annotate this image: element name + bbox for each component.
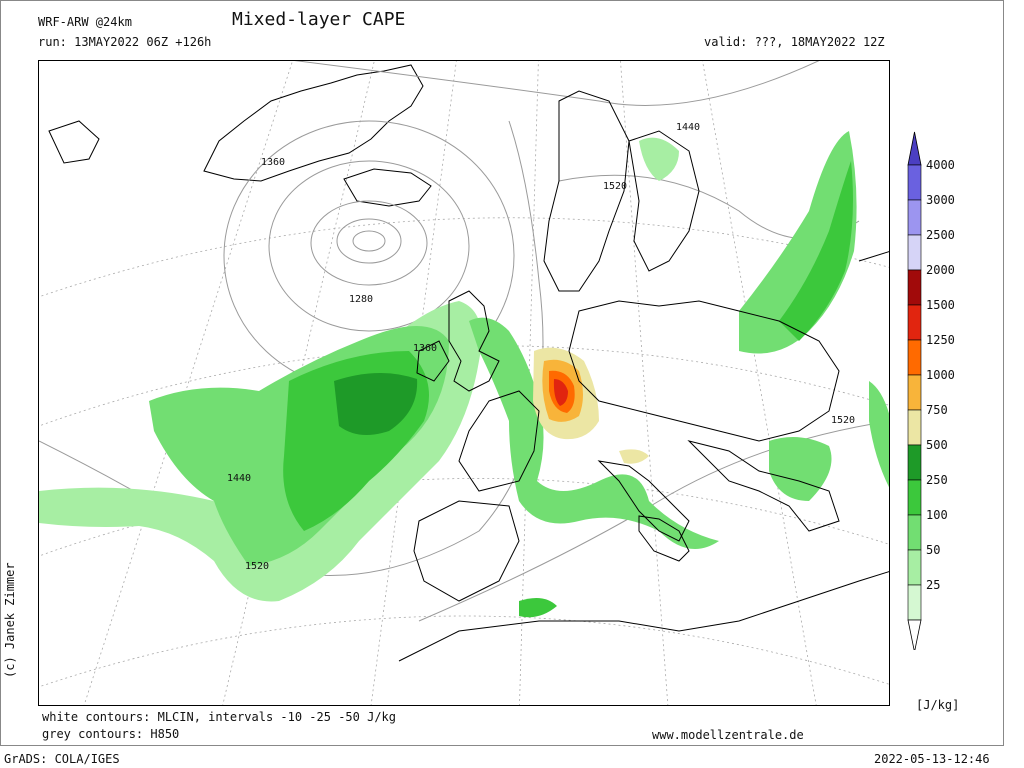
legend-swatch (907, 374, 922, 411)
run-info: run: 13MAY2022 06Z +126h (38, 35, 212, 49)
contour-label: 1440 (676, 122, 700, 133)
legend-top-arrow (907, 131, 922, 166)
credit-text: (c) Janek Zimmer (3, 562, 17, 678)
contour-label: 1280 (349, 294, 373, 305)
map-panel: 1360 1280 1360 1440 1520 1440 1520 1520 (38, 60, 890, 706)
footer-line2: grey contours: H850 (42, 727, 180, 741)
website-link[interactable]: www.modellzentrale.de (652, 728, 804, 742)
legend-tick-label: 2000 (926, 263, 955, 277)
contour-label: 1520 (603, 181, 627, 192)
cape-legend: 4000 3000 2500 2000 1500 1250 1000 750 500 250 100… (907, 131, 955, 650)
contour-label: 1360 (413, 343, 437, 354)
legend-tick-label: 3000 (926, 193, 955, 207)
europe-coast (398, 90, 889, 662)
contour-label: 1440 (227, 473, 251, 484)
contour-label: 1520 (831, 415, 855, 426)
footer-line1: white contours: MLCIN, intervals -10 -25… (42, 710, 397, 724)
generated-timestamp: 2022-05-13-12:46 (874, 752, 990, 766)
legend-swatch (907, 479, 922, 516)
legend-tick-label: 100 (926, 508, 948, 522)
legend-swatch (907, 409, 922, 446)
legend-swatch (907, 164, 922, 201)
contour-labels: 1360 1280 1360 1440 1520 1440 1520 1520 (227, 122, 855, 572)
cape-shading (39, 131, 889, 618)
valid-time: valid: ???, 18MAY2022 12Z (704, 35, 885, 49)
map-title: Mixed-layer CAPE (232, 9, 406, 30)
legend-tick-label: 750 (926, 403, 948, 417)
model-label: WRF-ARW @24km (38, 15, 132, 29)
legend-tick-label: 1500 (926, 298, 955, 312)
legend-swatch (907, 234, 922, 271)
legend-tick-label: 4000 (926, 158, 955, 172)
legend-swatch (907, 549, 922, 586)
legend-tick-label: 1250 (926, 333, 955, 347)
contour-label: 1360 (261, 157, 285, 168)
legend-tick-label: 2500 (926, 228, 955, 242)
legend-tick-label: 250 (926, 473, 948, 487)
legend-unit: [J/kg] (916, 698, 960, 712)
legend-tick-label: 25 (926, 578, 940, 592)
cape-map: 1360 1280 1360 1440 1520 1440 1520 1520 (39, 61, 889, 705)
greenland-coast (48, 64, 432, 207)
legend-swatch (907, 304, 922, 341)
legend-tick-label: 1000 (926, 368, 955, 382)
legend-swatch (907, 199, 922, 236)
h850-contours (39, 61, 889, 622)
legend-swatch (907, 444, 922, 481)
legend-tick-label: 500 (926, 438, 948, 452)
legend-bottom-arrow (907, 619, 922, 650)
legend-tick-label: 50 (926, 543, 940, 557)
legend-swatch (907, 339, 922, 376)
legend-swatch (907, 269, 922, 306)
contour-label: 1520 (245, 561, 269, 572)
grads-credit: GrADS: COLA/IGES (4, 752, 120, 766)
legend-swatch (907, 514, 922, 551)
legend-swatch (907, 584, 922, 621)
